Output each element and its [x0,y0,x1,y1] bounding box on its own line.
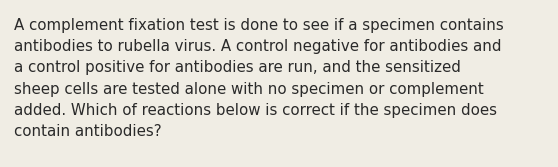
Text: A complement fixation test is done to see if a specimen contains
antibodies to r: A complement fixation test is done to se… [14,18,504,139]
